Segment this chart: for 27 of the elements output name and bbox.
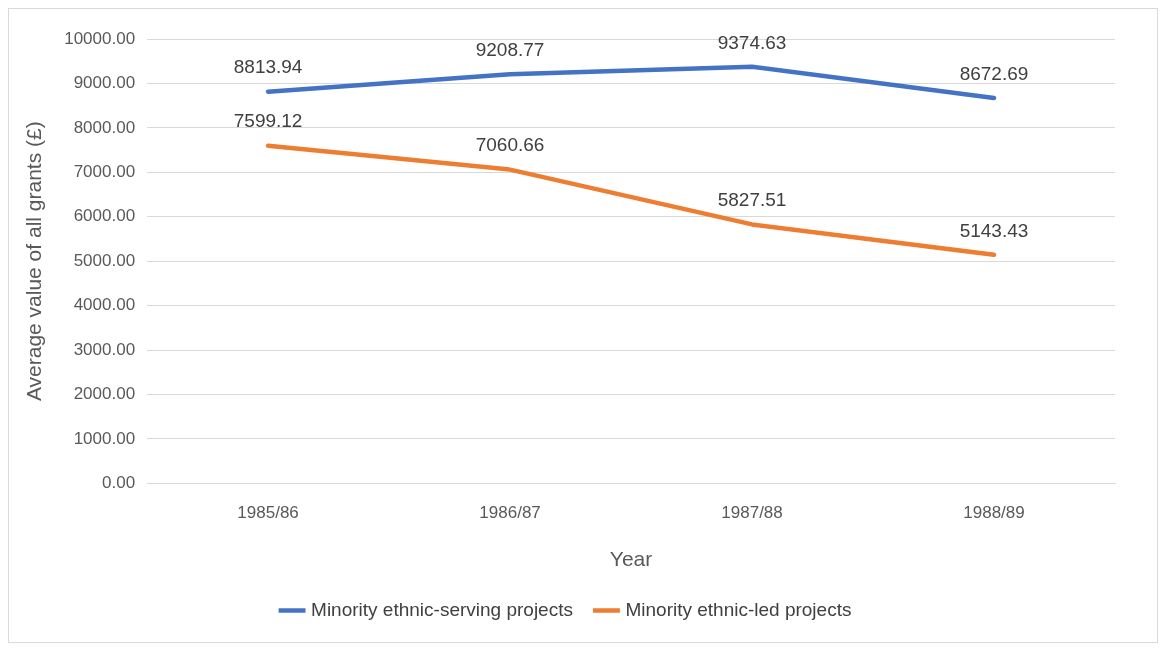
y-axis-title: Average value of all grants (£) (22, 121, 46, 402)
y-tick-label: 8000.00 (73, 117, 136, 137)
y-tick-label: 6000.00 (73, 206, 136, 226)
y-tick-label: 5000.00 (73, 250, 136, 270)
data-label: 5143.43 (959, 219, 1029, 241)
y-tick-label: 4000.00 (73, 295, 136, 315)
data-label: 8672.69 (959, 62, 1029, 84)
y-tick-label: 1000.00 (73, 428, 136, 448)
y-tick-label: 7000.00 (73, 162, 136, 182)
x-tick-label: 1985/86 (237, 503, 299, 523)
data-label: 7599.12 (233, 110, 303, 132)
x-tick-label: 1986/87 (479, 503, 541, 523)
y-tick-label: 10000.00 (64, 28, 136, 48)
data-label: 9208.77 (475, 38, 545, 60)
x-tick-label: 1987/88 (721, 503, 783, 523)
y-tick-label: 0.00 (102, 473, 136, 493)
x-axis-title: Year (609, 547, 653, 571)
y-tick-label: 9000.00 (73, 73, 136, 93)
y-tick-label: 3000.00 (73, 339, 136, 359)
data-label: 7060.66 (475, 134, 545, 156)
data-label: 5827.51 (717, 189, 787, 211)
legend-label: Minority ethnic-serving projects (311, 598, 573, 620)
data-label: 9374.63 (717, 31, 787, 53)
y-tick-label: 2000.00 (73, 384, 136, 404)
data-label: 8813.94 (233, 56, 303, 78)
legend-label: Minority ethnic-led projects (625, 598, 852, 620)
x-tick-label: 1988/89 (963, 503, 1025, 523)
